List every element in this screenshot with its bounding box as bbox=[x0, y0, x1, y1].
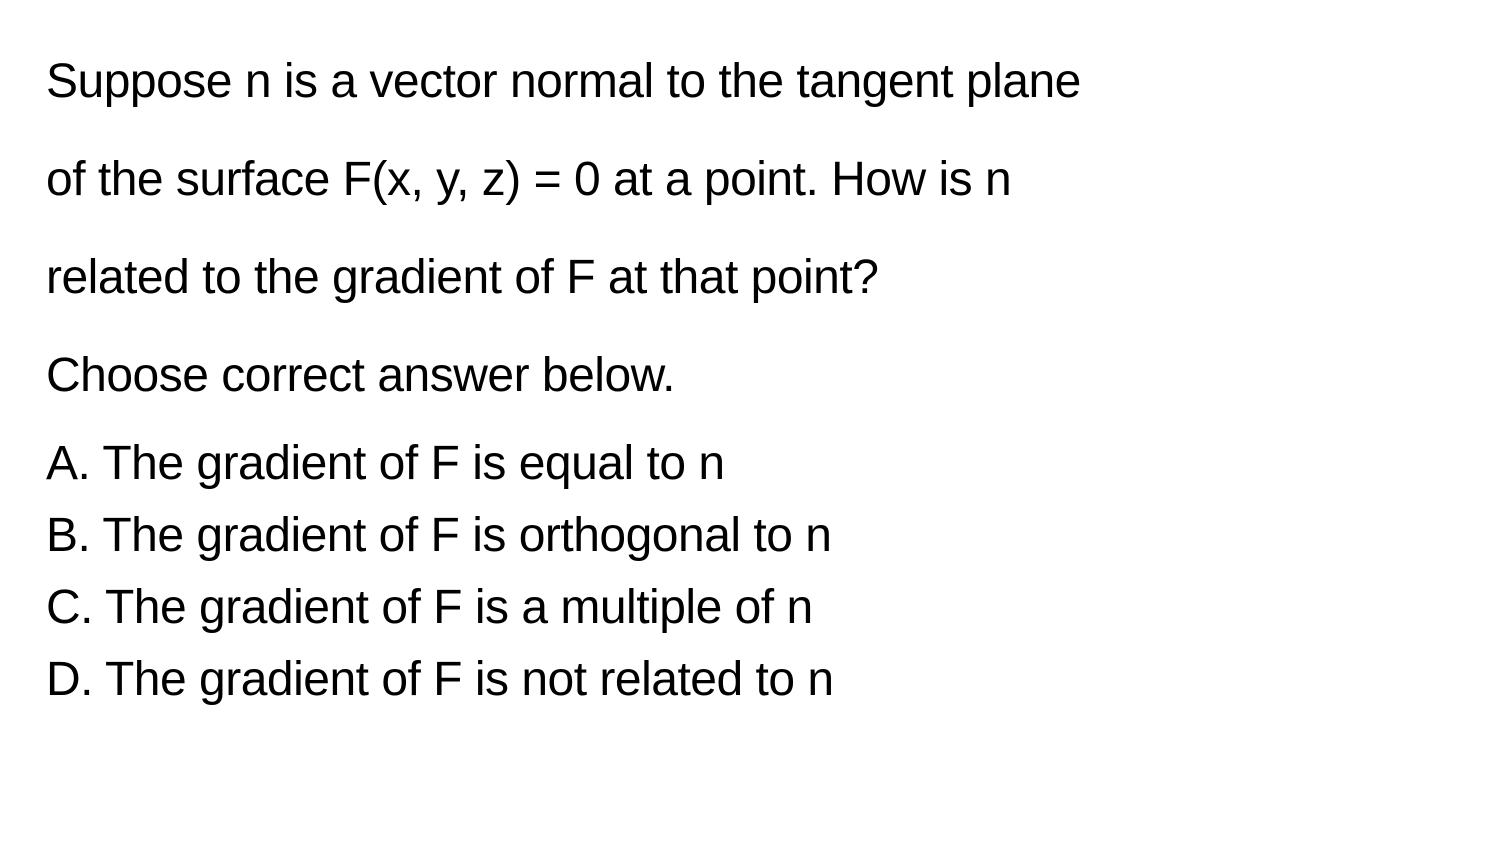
option-b-text: The gradient of F is orthogonal to n bbox=[102, 509, 831, 562]
option-c-label: C. bbox=[46, 581, 105, 634]
answer-prompt: Choose correct answer below. bbox=[46, 352, 1454, 400]
option-a-label: A. bbox=[46, 437, 102, 490]
option-c: C. The gradient of F is a multiple of n bbox=[46, 584, 1454, 632]
document-page: Suppose n is a vector normal to the tang… bbox=[0, 0, 1500, 864]
question-line-1: Suppose n is a vector normal to the tang… bbox=[46, 58, 1454, 106]
question-line-3: related to the gradient of F at that poi… bbox=[46, 254, 1454, 302]
option-d-text: The gradient of F is not related to n bbox=[105, 653, 834, 706]
option-a: A. The gradient of F is equal to n bbox=[46, 440, 1454, 488]
option-b: B. The gradient of F is orthogonal to n bbox=[46, 512, 1454, 560]
option-a-text: The gradient of F is equal to n bbox=[102, 437, 724, 490]
option-d: D. The gradient of F is not related to n bbox=[46, 656, 1454, 704]
question-line-2: of the surface F(x, y, z) = 0 at a point… bbox=[46, 156, 1454, 204]
option-d-label: D. bbox=[46, 653, 105, 706]
option-b-label: B. bbox=[46, 509, 102, 562]
option-c-text: The gradient of F is a multiple of n bbox=[105, 581, 813, 634]
